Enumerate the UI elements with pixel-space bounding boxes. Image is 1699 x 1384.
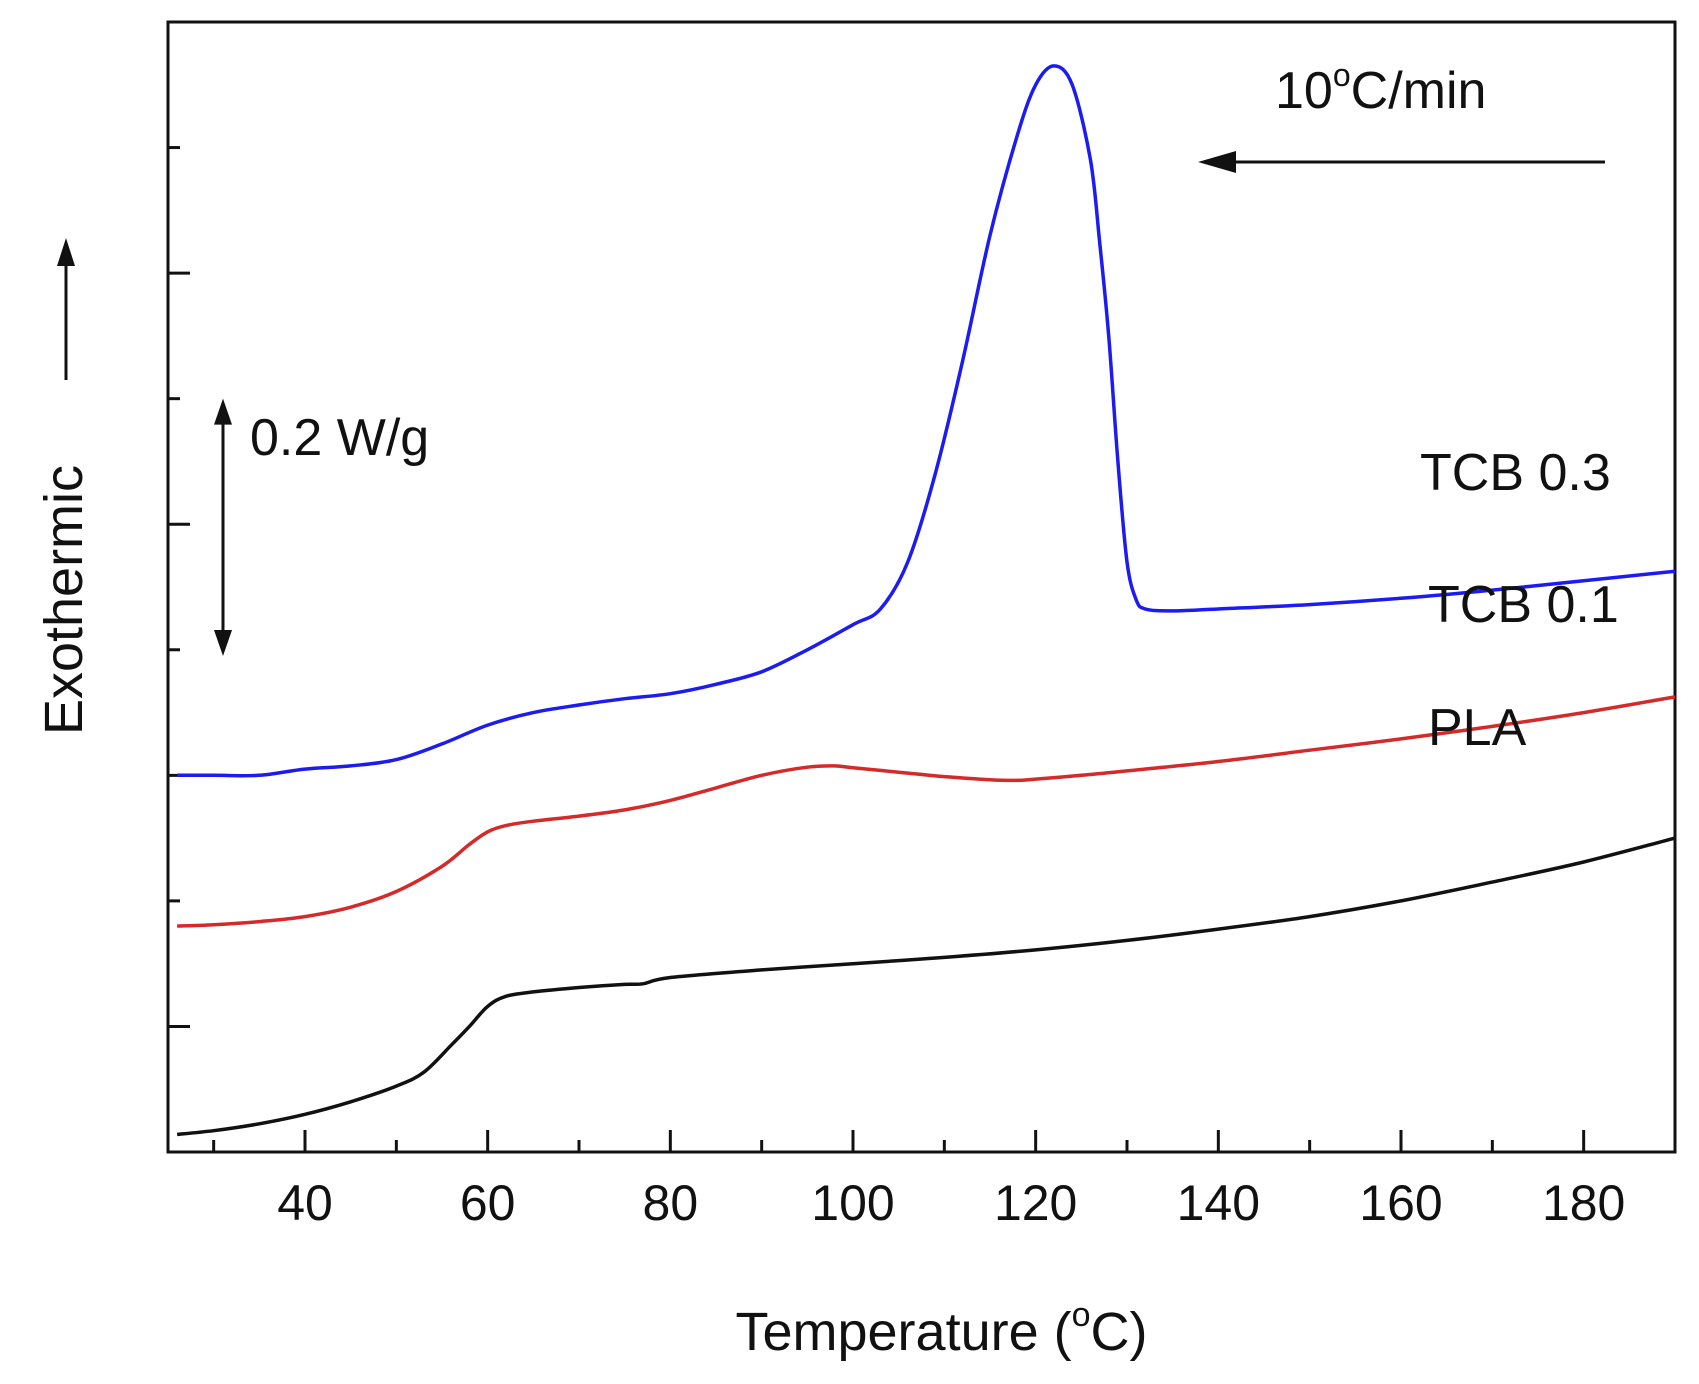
x-tick-label: 180 [1542,1175,1625,1231]
x-tick-label: 40 [277,1175,333,1231]
y-arrow-head [57,238,75,266]
x-tick-label: 80 [643,1175,699,1231]
series-line-tcb-03 [177,64,1676,778]
plot-area: 40 60 80 100 120 140 160 180 [166,20,1677,1231]
x-axis-title: Temperature (oC) [735,1296,1147,1362]
series-lines [176,64,1676,1137]
plot-frame [166,20,1677,1154]
rate-value: 10 [1275,62,1333,120]
x-axis-ticks: 40 60 80 100 120 140 160 180 [212,1130,1677,1231]
scale-bar-head-down [214,630,232,657]
x-tick-label: 100 [811,1175,894,1231]
series-label-pla: PLA [1428,699,1527,757]
series-label-tcb-01: TCB 0.1 [1428,576,1619,634]
scale-annotation: 0.2 W/g [250,409,429,467]
y-axis-ticks [168,146,190,1028]
x-tick-label: 120 [994,1175,1077,1231]
rate-annotation: 10oC/min [1275,57,1486,120]
y-axis-title-group: Exothermic [34,238,94,735]
series-line-tcb-01 [177,695,1676,928]
y-axis-title: Exothermic [34,465,94,735]
x-tick-label: 60 [460,1175,516,1231]
series-label-tcb-03: TCB 0.3 [1420,444,1611,502]
x-title-degree-sup: o [1072,1296,1091,1334]
rate-arrow-head [1198,151,1236,173]
scale-bar-icon [214,398,232,657]
scale-bar-head-up [214,398,232,425]
series-line-pla [176,836,1676,1137]
rate-degree-sup: o [1333,57,1351,93]
y-axis-arrow-icon [57,238,75,380]
rate-arrow-icon [1198,151,1605,173]
x-title-unit: C) [1091,1302,1148,1362]
rate-unit: C/min [1351,62,1487,120]
x-tick-label: 140 [1177,1175,1260,1231]
x-tick-label: 160 [1359,1175,1442,1231]
x-title-text: Temperature ( [735,1302,1071,1362]
